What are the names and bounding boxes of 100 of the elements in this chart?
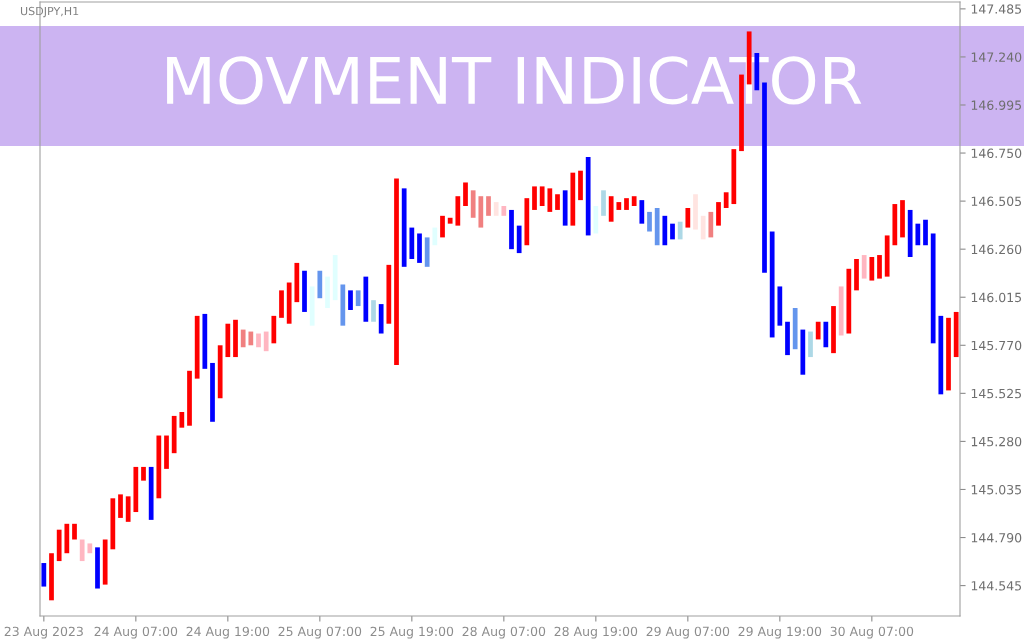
bar (846, 268, 852, 334)
bar (455, 196, 461, 226)
bar (271, 315, 277, 344)
bar (662, 215, 668, 246)
bar (463, 182, 468, 207)
bar (716, 202, 721, 226)
y-tick-label: 144.790 (971, 533, 1022, 543)
bar (923, 219, 928, 246)
bar (501, 206, 507, 216)
bar (685, 207, 691, 228)
bar (148, 466, 154, 520)
bar (654, 207, 660, 246)
bar (417, 233, 422, 263)
bar (601, 190, 606, 216)
bar (256, 333, 261, 348)
bar (524, 198, 530, 246)
bar (217, 345, 223, 399)
bar (953, 311, 959, 358)
bar (424, 237, 430, 267)
bar (608, 196, 614, 222)
y-tick-label: 145.770 (971, 340, 1022, 351)
x-tick-label: 28 Aug 07:00 (462, 626, 546, 639)
bar (233, 319, 238, 358)
bar (938, 315, 944, 395)
bar (156, 435, 162, 499)
bar (225, 323, 231, 358)
bar (670, 223, 675, 240)
bar (378, 304, 384, 334)
bar (723, 192, 729, 208)
bar (432, 227, 438, 246)
bar (532, 186, 537, 210)
x-tick-label: 25 Aug 07:00 (278, 626, 362, 639)
bar (164, 435, 169, 469)
bar (363, 276, 369, 322)
bar (202, 313, 208, 369)
bar (325, 276, 330, 309)
bar (279, 290, 284, 318)
bar (302, 270, 307, 312)
bar (87, 543, 93, 554)
bar (562, 190, 568, 226)
bar (555, 194, 560, 210)
bar (95, 547, 100, 589)
y-tick-label: 145.280 (971, 436, 1022, 447)
x-tick-label: 28 Aug 19:00 (554, 626, 638, 639)
bar (340, 284, 346, 326)
bar (785, 321, 790, 356)
bar (141, 466, 146, 481)
bar (647, 211, 652, 232)
bar (118, 494, 123, 518)
bar (493, 202, 499, 216)
bar (884, 235, 890, 277)
bar (263, 331, 269, 352)
bar (194, 315, 200, 379)
bar (815, 321, 821, 340)
bar (861, 255, 867, 279)
bar (79, 539, 85, 562)
bar (907, 209, 913, 258)
bar (777, 286, 783, 326)
bar (593, 206, 599, 234)
bar (800, 329, 806, 375)
bar (731, 149, 737, 205)
bar (539, 186, 545, 207)
bar (831, 306, 836, 354)
bar (286, 282, 292, 324)
bar (409, 227, 415, 259)
bar (769, 231, 775, 338)
bar (125, 496, 131, 522)
bar (41, 563, 47, 587)
bar (64, 523, 70, 554)
bar (624, 198, 629, 210)
bar (509, 209, 514, 250)
bar (401, 188, 407, 267)
bar (693, 194, 698, 230)
y-tick-label: 146.750 (971, 148, 1022, 158)
bar (792, 308, 798, 350)
x-tick-label: 29 Aug 07:00 (646, 626, 730, 639)
x-tick-label: 29 Aug 19:00 (738, 626, 822, 639)
bar (946, 317, 951, 391)
bar (133, 466, 139, 513)
bar (808, 331, 813, 358)
bar (210, 362, 215, 422)
bar (309, 286, 315, 326)
y-tick-label: 145.525 (971, 388, 1022, 399)
bar (616, 202, 622, 210)
x-tick-label: 30 Aug 07:00 (830, 626, 914, 639)
bar (110, 498, 116, 550)
bar (547, 188, 553, 212)
bar (639, 200, 645, 224)
bar (187, 370, 192, 426)
x-tick-label: 23 Aug 2023 (4, 626, 83, 639)
bar (355, 290, 361, 307)
bar (585, 156, 591, 236)
y-tick-label: 145.035 (971, 484, 1022, 495)
bar (578, 170, 583, 201)
bar (486, 196, 491, 216)
y-tick-label: 147.240 (971, 52, 1022, 62)
bar (677, 221, 683, 240)
y-tick-label: 146.505 (971, 196, 1022, 207)
bar (294, 262, 300, 303)
bar (892, 204, 898, 246)
